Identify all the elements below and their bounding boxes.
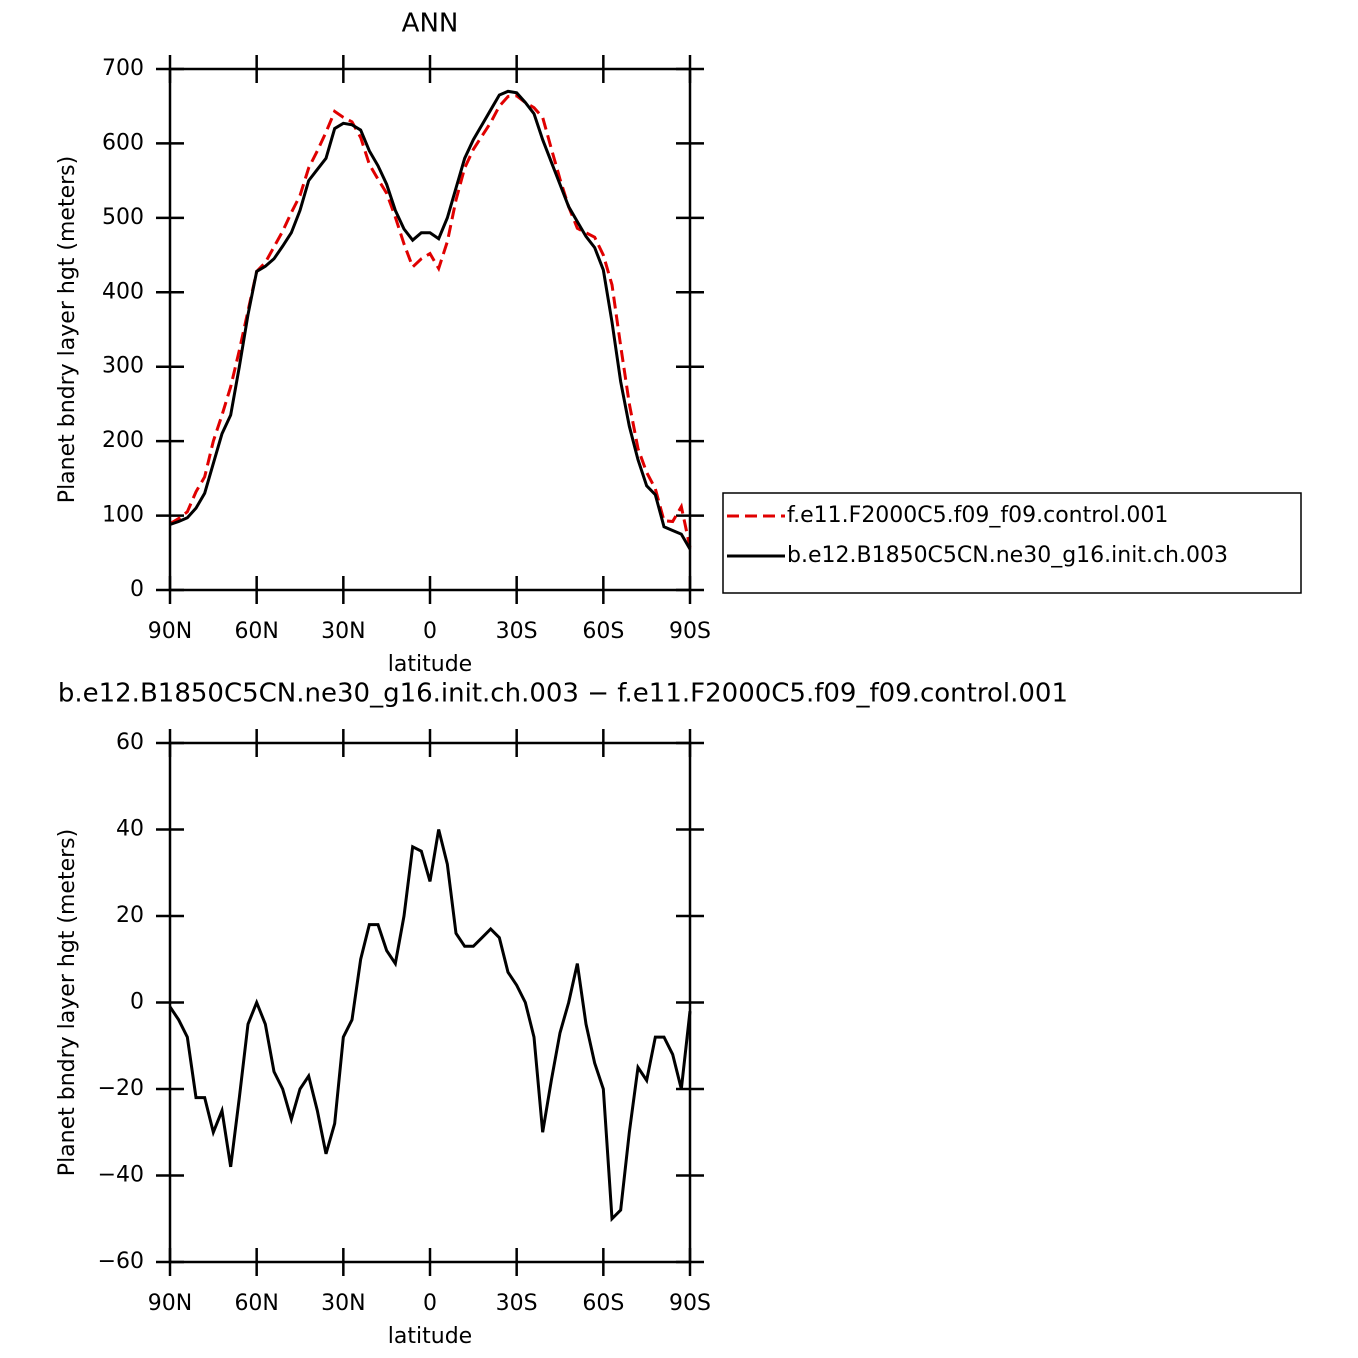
y-tick-label: 200 [102,428,144,453]
x-tick-label: 30N [321,619,365,644]
x-tick-label: 30S [496,619,538,644]
y-tick-label: 0 [130,990,144,1015]
x-tick-label: 60S [582,619,624,644]
x-tick-label: 90N [148,619,192,644]
legend-label: b.e12.B1850C5CN.ne30_g16.init.ch.003 [787,543,1228,568]
y-tick-label: −20 [98,1076,144,1101]
y-tick-label: 20 [116,903,144,928]
chart-title: b.e12.B1850C5CN.ne30_g16.init.ch.003 − f… [58,679,1068,709]
x-tick-label: 90S [669,619,711,644]
x-axis-label: latitude [388,1324,472,1349]
plot-frame [168,741,692,1264]
y-tick-label: 100 [102,503,144,528]
y-tick-label: 700 [102,56,144,81]
x-tick-label: 60S [582,1291,624,1316]
x-tick-label: 30N [321,1291,365,1316]
chart-title: ANN [402,9,459,39]
plot-frame [168,67,692,592]
y-tick-label: 500 [102,205,144,230]
y-tick-label: 40 [116,817,144,842]
data-line [169,89,692,550]
legend-label: f.e11.F2000C5.f09_f09.control.001 [787,503,1168,528]
y-tick-label: 60 [116,730,144,755]
legend-box [722,492,1302,594]
y-axis-label: Planet bndry layer hgt (meters) [55,829,80,1176]
y-tick-label: −60 [98,1249,144,1274]
x-tick-label: 0 [423,1291,437,1316]
data-line [168,829,692,1223]
x-tick-label: 90N [148,1291,192,1316]
x-tick-label: 90S [669,1291,711,1316]
y-tick-label: 300 [102,354,144,379]
x-tick-label: 60N [234,1291,278,1316]
y-tick-label: 0 [130,577,144,602]
y-axis-label: Planet bndry layer hgt (meters) [55,156,80,503]
x-axis-label: latitude [388,652,472,677]
y-tick-label: −40 [98,1163,144,1188]
x-tick-label: 30S [496,1291,538,1316]
x-tick-label: 0 [423,619,437,644]
y-tick-label: 600 [102,130,144,155]
y-tick-label: 400 [102,279,144,304]
x-tick-label: 60N [234,619,278,644]
